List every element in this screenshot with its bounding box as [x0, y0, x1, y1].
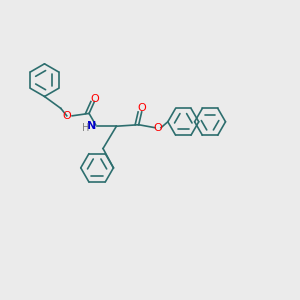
Text: N: N: [86, 121, 96, 131]
Text: H: H: [82, 123, 89, 133]
Text: O: O: [137, 103, 146, 113]
Text: O: O: [62, 111, 71, 121]
Text: O: O: [154, 123, 162, 133]
Text: O: O: [90, 94, 99, 103]
